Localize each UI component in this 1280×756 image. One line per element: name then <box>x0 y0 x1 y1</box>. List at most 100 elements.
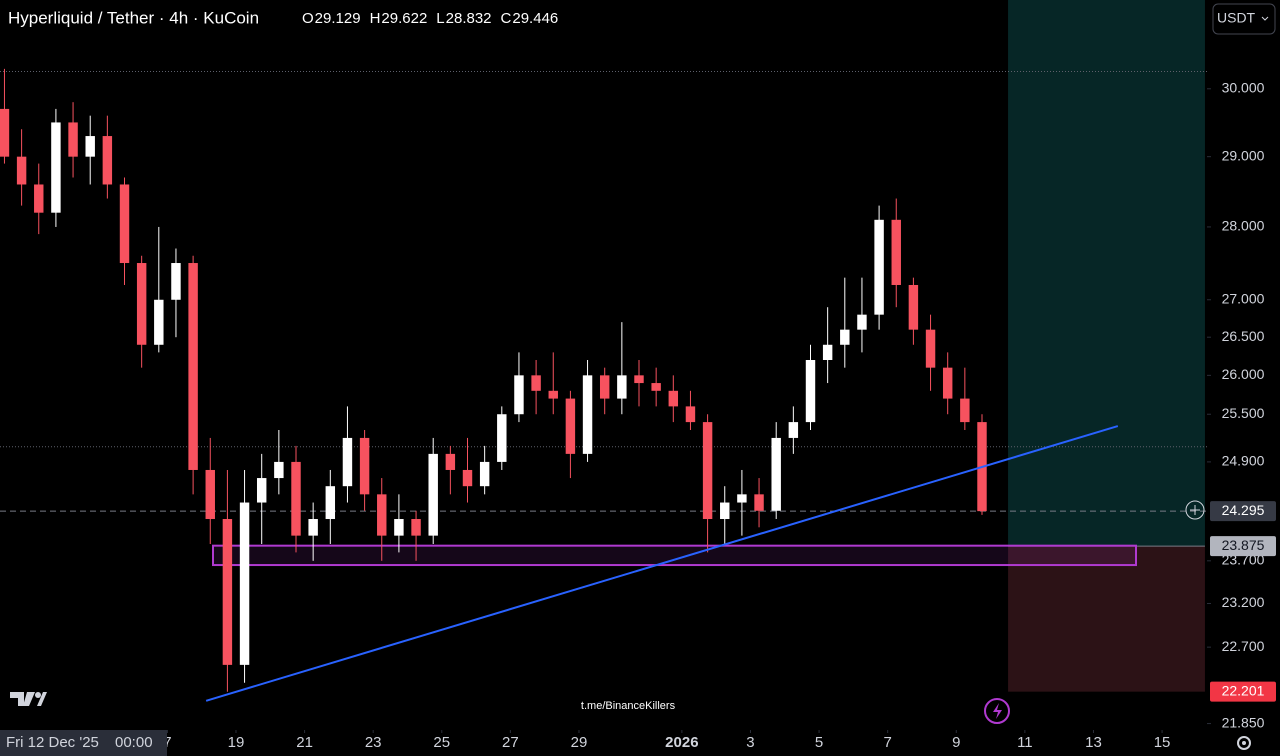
y-tick-label: 27.000 <box>1222 290 1265 306</box>
ohlc-key: O <box>302 10 314 27</box>
candle-body <box>960 398 970 423</box>
profit-region <box>1008 0 1205 547</box>
candle-body <box>788 422 799 438</box>
candle-body <box>102 136 113 185</box>
ohlc-value: 29.446 <box>512 10 558 27</box>
candle-body <box>685 406 696 423</box>
y-tick-label: 24.900 <box>1222 453 1265 469</box>
candle-body <box>771 437 781 511</box>
candle-body <box>805 360 816 423</box>
candle-body <box>411 519 421 536</box>
ohlc-value: 29.622 <box>381 10 427 27</box>
candle-body <box>136 263 147 345</box>
candle-body <box>428 453 438 536</box>
x-tick-label: 13 <box>1085 734 1102 751</box>
crosshair-date-box <box>0 730 167 756</box>
candle-body <box>497 414 507 462</box>
loss-region <box>1008 546 1205 692</box>
watermark: t.me/BinanceKillers <box>581 700 676 712</box>
y-tick-label: 25.500 <box>1222 405 1265 421</box>
entry-label-box <box>1210 536 1276 557</box>
candle-body <box>754 494 764 511</box>
candle-body <box>325 486 336 520</box>
add-button[interactable] <box>1185 500 1205 520</box>
last-price-label-box <box>1210 501 1276 522</box>
x-tick-label: 21 <box>296 734 313 751</box>
candle-body <box>668 390 679 407</box>
settings-icon[interactable] <box>1237 736 1251 750</box>
candle-body <box>634 375 644 384</box>
candle-body <box>822 344 833 361</box>
y-tick-label: 29.000 <box>1222 147 1265 163</box>
entry-label: 23.875 <box>1222 537 1265 553</box>
ohlc-legend: O 29.129 H 29.622 L 28.832 C 29.446 <box>302 10 558 27</box>
x-tick-label: 7 <box>163 734 171 751</box>
overlays: 30.000 29.000 28.000 27.000 26.500 26.000 25.5… <box>163 79 1276 751</box>
chevron <box>1261 16 1269 21</box>
candle-body <box>617 375 627 399</box>
candles <box>0 68 987 692</box>
ohlc-value: 28.832 <box>446 10 492 27</box>
currency-label[interactable]: USDT <box>1217 10 1256 26</box>
candle-body <box>291 461 301 536</box>
x-tick-label: 15 <box>1154 734 1171 751</box>
candle-body <box>925 329 936 368</box>
stop-label: 22.201 <box>1222 682 1265 698</box>
candle-body <box>651 383 661 391</box>
y-tick-label: 26.500 <box>1222 328 1265 344</box>
candle-body <box>891 219 901 285</box>
candle-body <box>857 314 867 330</box>
candle-body <box>154 299 164 345</box>
candle-body <box>0 108 10 157</box>
candle-body <box>548 390 558 399</box>
stop-label-box <box>1210 681 1276 702</box>
candle-body <box>737 494 747 503</box>
candle-body <box>462 469 473 487</box>
x-tick-label: 5 <box>815 734 823 751</box>
tv-logo <box>10 692 47 706</box>
candle-body <box>874 219 884 315</box>
candle-body <box>222 519 233 665</box>
support-zone <box>212 544 1137 567</box>
candle-body <box>942 367 953 399</box>
candle-body <box>720 502 730 520</box>
candle-body <box>377 494 387 536</box>
x-tick-label: 7 <box>883 734 891 751</box>
x-tick-label: 29 <box>571 734 588 751</box>
candle-body <box>445 453 456 470</box>
candle-body <box>308 519 318 536</box>
candle-body <box>16 156 27 185</box>
candle-body <box>342 437 353 487</box>
candle-body <box>274 461 284 479</box>
candle-body <box>119 184 130 264</box>
x-tick-label: 27 <box>502 734 519 751</box>
candle-body <box>188 263 198 470</box>
ohlc-key: L <box>436 10 444 27</box>
y-tick-label: 28.000 <box>1222 218 1265 234</box>
lightning-icon[interactable] <box>984 698 1010 724</box>
candle-body <box>582 375 593 454</box>
ohlc-key: C <box>501 10 512 27</box>
candle-body <box>599 375 610 399</box>
candle-body <box>479 461 490 487</box>
candle-body <box>702 422 713 520</box>
ohlc-value: 29.129 <box>315 10 361 27</box>
candle-body <box>85 136 95 157</box>
crosshair-time: 00:00 <box>115 734 153 751</box>
last-price-label: 24.295 <box>1222 502 1265 518</box>
y-tick-label: 30.000 <box>1222 79 1265 95</box>
y-tick-label: 21.850 <box>1222 714 1265 730</box>
y-tick-label: 22.700 <box>1222 638 1265 654</box>
candle-body <box>840 329 850 345</box>
chart-title: Hyperliquid / Tether · 4h · KuCoin <box>8 8 259 27</box>
crosshair-date: Fri 12 Dec '25 <box>6 734 99 751</box>
candle-body <box>205 469 215 520</box>
candle-body <box>68 122 78 157</box>
drawings <box>0 0 1207 692</box>
currency-button[interactable] <box>1212 3 1276 35</box>
x-tick-label: 9 <box>952 734 960 751</box>
candle-body <box>565 398 576 454</box>
candle-body <box>359 437 370 495</box>
candle-body <box>531 375 541 391</box>
